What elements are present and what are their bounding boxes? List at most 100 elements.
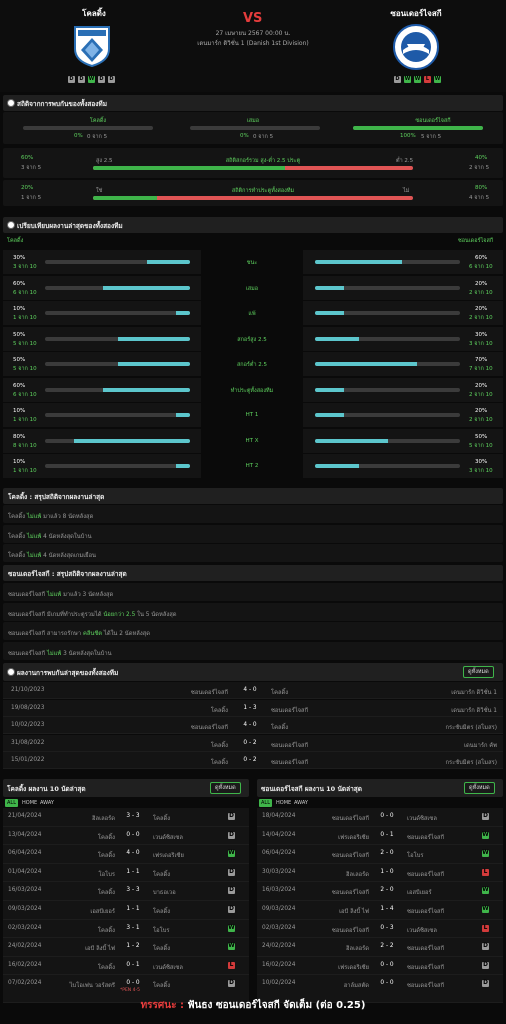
tab-all[interactable]: ALL: [5, 799, 18, 807]
match-score: 2 - 0: [380, 850, 394, 857]
match-home: โคลดิ้ง: [97, 964, 115, 971]
match-score: 0 - 0: [126, 831, 140, 838]
match-row[interactable]: 24/02/2024 เอบี ลิงบี้ ไฟ 1 - 2 โคลดิ้ง W: [3, 938, 249, 957]
home-team-logo[interactable]: [73, 25, 111, 68]
section-title: โคลดิ้ง : สรุปสถิติจากผลงานล่าสุด: [8, 493, 105, 501]
match-league: กระชับมิตร (สโมสร): [445, 760, 497, 766]
tab-all[interactable]: ALL: [259, 799, 272, 807]
match-row[interactable]: 02/03/2024 ซอนเดอร์ไจสกี 0 - 3 เวนด์ซิสเซล L: [257, 919, 503, 939]
match-row[interactable]: 09/03/2024 เอสบีเยอร์ 1 - 1 โคลดิ้ง D: [3, 901, 249, 920]
match-row[interactable]: 24/02/2024 ฮิลเลอร์ด 2 - 2 ซอนเดอร์ไจสกี D: [257, 938, 503, 957]
result-badge: W: [228, 850, 235, 858]
ou-left-count: 3 จาก 5: [21, 165, 42, 171]
home-team-name[interactable]: โคลดิ้ง: [82, 9, 106, 18]
match-row[interactable]: 30/03/2024 ฮิลเลอร์ด 1 - 0 ซอนเดอร์ไจสกี L: [257, 863, 503, 883]
tab-home[interactable]: HOME: [276, 800, 292, 806]
match-home: โคลดิ้ง: [97, 927, 115, 934]
section-title: สถิติจากการพบกันของทั้งสองทีม: [17, 100, 107, 108]
match-home: เอบี ลิงบี้ ไฟ: [339, 909, 369, 915]
compare-right-bar: [315, 387, 460, 392]
h2h-row[interactable]: 15/01/2022 โคลดิ้ง 0 - 2 ซอนเดอร์ไจสกี กระชั…: [3, 752, 503, 769]
result-badge: W: [228, 924, 235, 932]
view-all-button[interactable]: ดูทั้งหมด: [463, 666, 494, 678]
match-home: เอสบีเยอร์: [90, 909, 115, 915]
result-badge: L: [482, 868, 489, 876]
match-league[interactable]: เดนมาร์ก ดิวิชั่น 1 (Danish 1st Division…: [197, 40, 309, 47]
h2h-row[interactable]: 21/10/2023 ซอนเดอร์ไจสกี 4 - 0 โคลดิ้ง เดนมา…: [3, 682, 503, 699]
match-date: 15/01/2022: [11, 757, 45, 763]
compare-right-bar: [315, 336, 460, 341]
match-row[interactable]: 14/04/2024 เฟรเดอริเซีย 0 - 1 ซอนเดอร์ไจสกี…: [257, 826, 503, 846]
view-all-button[interactable]: ดูทั้งหมด: [464, 782, 495, 794]
match-row[interactable]: 06/04/2024 โคลดิ้ง 4 - 0 เฟรเดอริเซีย W: [3, 845, 249, 864]
compare-left-count: 6 จาก 10: [13, 391, 37, 398]
compare-right-fill: [315, 438, 388, 443]
summary-segment: คลีนชีต: [82, 631, 103, 637]
compare-right-count: 3 จาก 10: [469, 340, 493, 347]
match-date: 27 เมษายน 2567 00:00 น.: [215, 30, 291, 37]
summary-line: ซอนเดอร์ไจสกี มีเกมที่ทำประตูรวมได้ น้อย…: [3, 602, 503, 621]
compare-label: HT 2: [245, 463, 259, 469]
tab-away[interactable]: AWAY: [294, 800, 308, 806]
view-all-button[interactable]: ดูทั้งหมด: [210, 782, 241, 794]
compare-right-count: 5 จาก 10: [469, 442, 493, 449]
tab-away[interactable]: AWAY: [40, 800, 54, 806]
result-badge: W: [482, 887, 489, 895]
compare-left-count: 1 จาก 10: [13, 417, 37, 423]
match-row[interactable]: 16/02/2024 โคลดิ้ง 0 - 1 เวนด์ซิสเซล L: [3, 956, 249, 976]
compare-right-bar: [315, 285, 460, 290]
btts-right-label: ไม่: [403, 188, 410, 194]
summary-text: ซอนเดอร์ไจสกี ไม่แพ้ 3 นัดหลังสุดในบ้าน: [8, 648, 112, 658]
match-row[interactable]: 16/03/2024 โคลดิ้ง 3 - 3 บาธอเวอ D: [3, 882, 249, 901]
match-row[interactable]: 02/03/2024 โคลดิ้ง 3 - 1 โอโบร W: [3, 919, 249, 939]
match-score: 4 - 0: [243, 687, 257, 693]
match-away: โคลดิ้ง: [271, 690, 289, 696]
h2h-away-label: ซอนเดอร์ไจสกี: [415, 118, 451, 124]
match-home: ซอนเดอร์ไจสกี: [190, 725, 228, 731]
match-date: 06/04/2024: [262, 850, 296, 857]
compare-right-bar: [315, 260, 460, 264]
match-row[interactable]: 07/02/2024 ไบโอเฟน วอร์สตรี 0 - 0 โคลดิ้ง *P…: [3, 975, 249, 1004]
compare-left-fill: [175, 464, 190, 468]
compare-left-fill: [117, 336, 190, 341]
match-row[interactable]: 13/04/2024 โคลดิ้ง 0 - 0 เวนด์ซิสเซล D: [3, 826, 249, 846]
compare-left-fill: [103, 387, 190, 392]
home-last10-header: โคลดิ้ง ผลงาน 10 นัดล่าสุด ดูทั้งหมด: [3, 779, 249, 797]
section-title: เปรียบเทียบผลงานล่าสุดของทั้งสองทีม: [17, 222, 123, 230]
tab-home[interactable]: HOME: [22, 800, 38, 806]
result-badge: W: [228, 943, 235, 951]
match-row[interactable]: 06/04/2024 ซอนเดอร์ไจสกี 2 - 0 โอโบร W: [257, 845, 503, 864]
match-row[interactable]: 16/03/2024 ซอนเดอร์ไจสกี 2 - 0 เอสบีเยอร์ W: [257, 882, 503, 901]
h2h-row[interactable]: 10/02/2023 ซอนเดอร์ไจสกี 4 - 0 โคลดิ้ง กระชั…: [3, 717, 503, 734]
compare-right-pct: 50%: [475, 433, 488, 440]
h2h-row[interactable]: 19/08/2023 โคลดิ้ง 1 - 3 ซอนเดอร์ไจสกี เดนมา…: [3, 699, 503, 717]
match-away: เอสบีเยอร์: [407, 890, 432, 897]
match-row[interactable]: 09/03/2024 เอบี ลิงบี้ ไฟ 1 - 4 ซอนเดอร์ไจส…: [257, 901, 503, 920]
match-row[interactable]: 21/04/2024 ฮิลเลอร์ด 3 - 3 โคลดิ้ง D: [3, 808, 249, 827]
match-home: ซอนเดอร์ไจสกี: [331, 927, 369, 934]
match-row[interactable]: 01/04/2024 โอโบร 1 - 1 โคลดิ้ง D: [3, 863, 249, 883]
match-score: 0 - 2: [243, 757, 257, 763]
home-summary-header: โคลดิ้ง : สรุปสถิติจากผลงานล่าสุด: [3, 488, 503, 504]
match-date: 24/02/2024: [8, 943, 42, 950]
away-team-name[interactable]: ซอนเดอร์ไจสกี: [390, 9, 442, 18]
h2h-draw-pct: 0%: [240, 133, 249, 139]
match-row[interactable]: 18/04/2024 ซอนเดอร์ไจสกี 0 - 0 เวนด์ซิสเซล D: [257, 808, 503, 827]
match-row[interactable]: 16/02/2024 เฟรเดอริเซีย 0 - 0 ซอนเดอร์ไจสกี…: [257, 956, 503, 976]
match-score: 3 - 1: [126, 924, 140, 931]
btts-right-count: 4 จาก 5: [469, 195, 490, 201]
compare-right-pct: 20%: [475, 280, 488, 287]
h2h-row[interactable]: 31/08/2022 โคลดิ้ง 0 - 2 ซอนเดอร์ไจสกี เดนมา…: [3, 734, 503, 752]
match-row[interactable]: 10/02/2024 ฮาล์มสตัด 0 - 0 ซอนเดอร์ไจสกี D: [257, 975, 503, 1004]
result-badge: D: [228, 887, 235, 895]
compare-right-fill: [315, 362, 417, 366]
vs-label: VS: [243, 11, 263, 26]
match-home: โคลดิ้ง: [97, 853, 115, 860]
away-team-logo[interactable]: [393, 24, 439, 70]
summary-text: ซอนเดอร์ไจสกี สามารถรักษา คลีนชีต ได้ใน …: [8, 628, 150, 638]
compare-left-bar: [45, 387, 190, 392]
compare-left-bar: [45, 464, 190, 468]
compare-label: สกอร์สูง 2.5: [237, 336, 267, 343]
summary-segment: ซอนเดอร์ไจสกี มีเกมที่ทำประตูรวมได้: [8, 611, 104, 618]
compare-row: 10% 1 จาก 10 แพ้ 20% 2 จาก 10: [3, 301, 503, 325]
